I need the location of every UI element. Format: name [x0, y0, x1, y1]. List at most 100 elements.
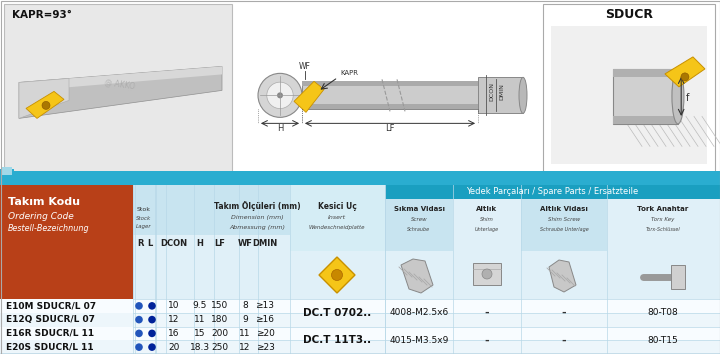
Text: Sıkma Vidası: Sıkma Vidası	[394, 206, 444, 212]
Text: LF: LF	[385, 124, 395, 133]
Text: Schraube: Schraube	[408, 227, 431, 232]
Text: E20S SDUCR/L 11: E20S SDUCR/L 11	[6, 343, 94, 352]
Text: WF: WF	[238, 239, 253, 247]
Bar	[2, 167, 12, 175]
Bar	[613, 69, 678, 124]
Bar	[521, 199, 607, 251]
Circle shape	[267, 82, 293, 109]
Text: 15: 15	[194, 329, 206, 338]
Polygon shape	[401, 259, 433, 293]
Text: Insert: Insert	[328, 215, 346, 220]
Bar	[290, 183, 385, 251]
Text: Altlık Vidası: Altlık Vidası	[540, 206, 588, 212]
Bar	[133, 183, 720, 251]
Text: 16: 16	[168, 329, 180, 338]
Circle shape	[258, 73, 302, 118]
Text: H: H	[276, 124, 283, 133]
Text: 12: 12	[239, 343, 251, 352]
Bar	[0, 313, 720, 326]
Text: SDUCR: SDUCR	[605, 8, 653, 21]
Text: DCON: DCON	[161, 239, 188, 247]
Bar	[4, 4, 232, 172]
Circle shape	[148, 330, 156, 337]
Bar	[473, 263, 501, 285]
Text: DC.T 11T3..: DC.T 11T3..	[303, 335, 371, 345]
Bar	[133, 251, 720, 299]
Bar	[0, 171, 720, 185]
Bar	[543, 4, 715, 172]
Text: -: -	[562, 308, 567, 318]
Text: Screw: Screw	[410, 217, 427, 222]
Circle shape	[482, 269, 492, 279]
Polygon shape	[665, 57, 705, 87]
Bar	[478, 78, 523, 113]
FancyBboxPatch shape	[0, 180, 140, 354]
Circle shape	[148, 316, 156, 324]
Text: Ordering Code: Ordering Code	[8, 212, 73, 221]
Text: 12: 12	[168, 315, 180, 324]
Text: KAPR=93°: KAPR=93°	[12, 10, 72, 20]
Text: R: R	[138, 239, 144, 247]
Text: DC.T 0702..: DC.T 0702..	[303, 308, 371, 318]
Circle shape	[135, 302, 143, 310]
Text: Shim Screw: Shim Screw	[548, 217, 580, 222]
Text: 8: 8	[242, 301, 248, 310]
Text: Lager: Lager	[136, 224, 152, 229]
Text: 200: 200	[212, 329, 228, 338]
Bar	[671, 265, 685, 289]
Circle shape	[277, 92, 283, 98]
Text: KAPR: KAPR	[340, 70, 358, 76]
Text: ≥20: ≥20	[256, 329, 274, 338]
Bar	[0, 183, 720, 354]
Text: -: -	[562, 335, 567, 345]
Text: E10M SDUCR/L 07: E10M SDUCR/L 07	[6, 301, 96, 310]
Bar	[133, 183, 155, 251]
Text: Torx Key: Torx Key	[652, 217, 675, 222]
Polygon shape	[19, 67, 222, 91]
Text: 10: 10	[168, 301, 180, 310]
Text: 4008-M2.5x6: 4008-M2.5x6	[390, 308, 449, 317]
Polygon shape	[19, 67, 222, 118]
Text: DCON: DCON	[489, 82, 494, 101]
Bar	[0, 169, 14, 185]
Text: Stok: Stok	[137, 207, 151, 212]
Bar	[0, 0, 720, 183]
Text: Stock: Stock	[136, 216, 152, 221]
Bar	[0, 183, 133, 354]
Ellipse shape	[672, 69, 684, 124]
Text: Torx-Schlüssel: Torx-Schlüssel	[646, 227, 680, 232]
Circle shape	[148, 343, 156, 351]
Text: WF: WF	[299, 62, 311, 72]
Circle shape	[135, 330, 143, 337]
Bar	[613, 116, 678, 124]
Polygon shape	[19, 78, 69, 118]
Text: H: H	[197, 239, 204, 247]
Text: 4015-M3.5x9: 4015-M3.5x9	[390, 336, 449, 345]
Text: 150: 150	[212, 301, 229, 310]
Text: Yedek Parçaları / Spare Parts / Ersatzteile: Yedek Parçaları / Spare Parts / Ersatzte…	[467, 187, 639, 195]
Circle shape	[681, 73, 689, 81]
Text: f: f	[686, 93, 690, 103]
Text: 11: 11	[194, 315, 206, 324]
Circle shape	[135, 316, 143, 324]
Text: Takım Ölçüleri (mm): Takım Ölçüleri (mm)	[214, 201, 301, 211]
Text: 9.5: 9.5	[193, 301, 207, 310]
Text: 18.3: 18.3	[190, 343, 210, 352]
Bar	[238, 8, 533, 176]
Text: 20: 20	[168, 343, 180, 352]
Text: LF: LF	[215, 239, 225, 247]
Bar	[302, 104, 478, 109]
Bar	[133, 235, 290, 251]
Bar	[155, 183, 360, 251]
Text: @ AKKO: @ AKKO	[104, 77, 135, 90]
Bar	[302, 81, 478, 109]
Text: Wendeschneidplatte: Wendeschneidplatte	[309, 225, 365, 230]
Bar	[0, 326, 720, 340]
Bar	[385, 183, 720, 199]
Text: ≥23: ≥23	[256, 343, 274, 352]
Polygon shape	[549, 260, 576, 292]
Text: Schraube Unterlage: Schraube Unterlage	[539, 227, 588, 232]
Text: 250: 250	[212, 343, 228, 352]
Text: ≥13: ≥13	[256, 301, 274, 310]
Bar	[551, 26, 707, 164]
